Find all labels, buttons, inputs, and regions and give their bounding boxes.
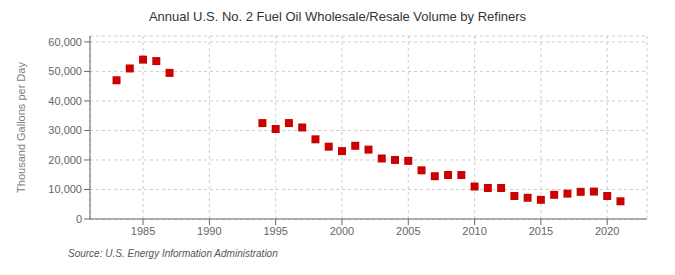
svg-text:50,000: 50,000 bbox=[48, 65, 82, 77]
svg-text:20,000: 20,000 bbox=[48, 154, 82, 166]
svg-text:2000: 2000 bbox=[330, 225, 354, 237]
svg-text:60,000: 60,000 bbox=[48, 36, 82, 48]
svg-text:Thousand Gallons per Day: Thousand Gallons per Day bbox=[15, 62, 27, 193]
svg-text:40,000: 40,000 bbox=[48, 95, 82, 107]
svg-text:2010: 2010 bbox=[462, 225, 486, 237]
svg-text:2020: 2020 bbox=[595, 225, 619, 237]
svg-text:10,000: 10,000 bbox=[48, 183, 82, 195]
svg-text:30,000: 30,000 bbox=[48, 124, 82, 136]
html-text:Source: U.S. Energy Informatio: Source: U.S. Energy Information Administ… bbox=[68, 248, 278, 259]
svg-text:2005: 2005 bbox=[396, 225, 420, 237]
html-text:Annual U.S. No. 2 Fuel Oil Who: Annual U.S. No. 2 Fuel Oil Wholesale/Res… bbox=[148, 9, 527, 24]
svg-text:1995: 1995 bbox=[263, 225, 287, 237]
svg-text:1985: 1985 bbox=[131, 225, 155, 237]
svg-text:1990: 1990 bbox=[197, 225, 221, 237]
svg-text:2015: 2015 bbox=[529, 225, 553, 237]
svg-text:0: 0 bbox=[76, 213, 82, 225]
